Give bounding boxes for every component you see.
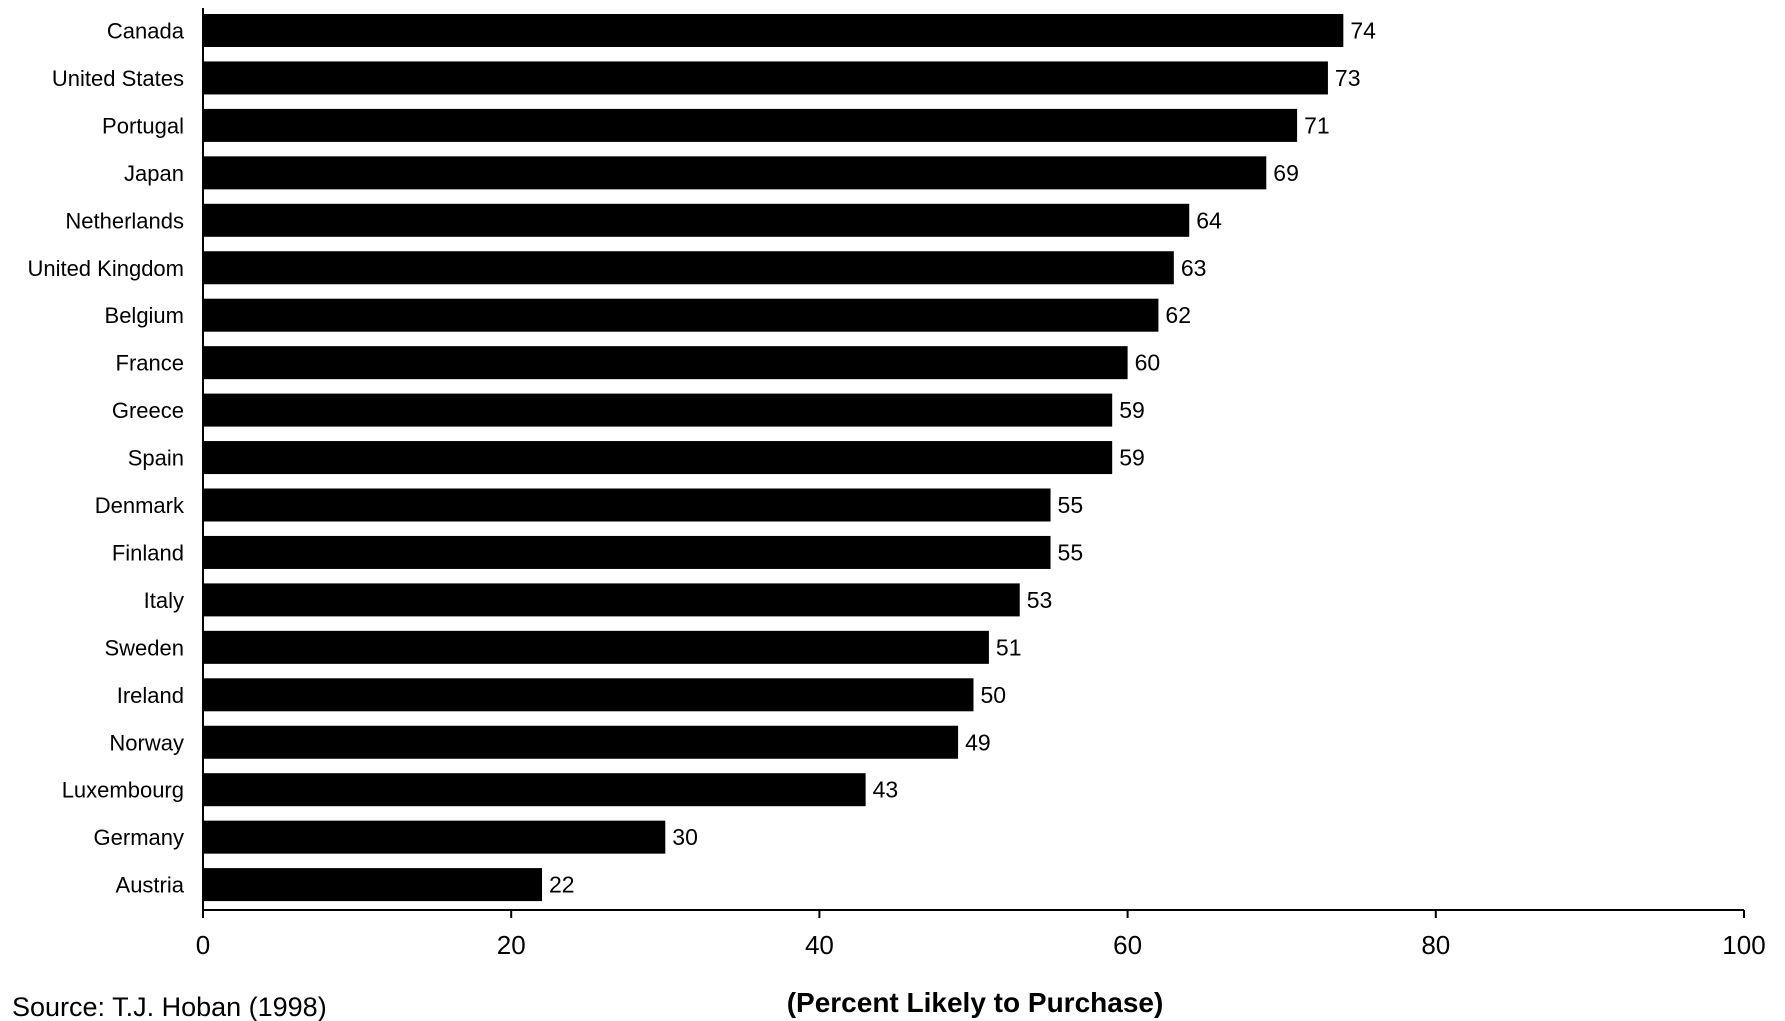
bar-germany [203, 820, 666, 854]
x-tick-label: 60 [1113, 930, 1142, 960]
bar-norway [203, 725, 959, 759]
value-label: 71 [1304, 112, 1330, 138]
value-label: 30 [672, 824, 698, 850]
value-label: 63 [1181, 255, 1207, 281]
category-label: Finland [112, 540, 184, 565]
category-label: United States [52, 66, 184, 91]
value-label: 59 [1119, 397, 1145, 423]
value-label: 60 [1135, 350, 1161, 376]
category-label: Greece [112, 398, 184, 423]
bar-belgium [203, 298, 1159, 332]
x-tick-label: 0 [196, 930, 210, 960]
x-axis-ticks: 0 20 40 60 80 100 [196, 910, 1766, 960]
bar-portugal [203, 108, 1298, 142]
value-label: 74 [1350, 18, 1376, 44]
category-label: Portugal [102, 113, 184, 138]
value-label: 43 [873, 777, 899, 803]
x-tick-label: 20 [497, 930, 526, 960]
value-label: 73 [1335, 65, 1361, 91]
category-label: Japan [124, 161, 184, 186]
bar-netherlands [203, 203, 1190, 237]
category-label: Luxembourg [62, 778, 184, 803]
value-label: 59 [1119, 445, 1145, 471]
value-label: 22 [549, 872, 575, 898]
category-label: United Kingdom [27, 256, 184, 281]
category-label: Sweden [104, 635, 184, 660]
bar-luxembourg [203, 773, 866, 807]
x-axis-label: (Percent Likely to Purchase) [787, 987, 1164, 1018]
bar-france [203, 346, 1128, 380]
category-label: Spain [128, 446, 184, 471]
value-label: 55 [1058, 539, 1084, 565]
value-label: 69 [1273, 160, 1299, 186]
value-label: 51 [996, 634, 1022, 660]
value-label: 62 [1165, 302, 1191, 328]
x-tick-label: 40 [805, 930, 834, 960]
bar-denmark [203, 488, 1051, 522]
x-tick-label: 100 [1722, 930, 1765, 960]
bar-austria [203, 868, 543, 902]
value-label: 53 [1027, 587, 1053, 613]
value-label: 55 [1058, 492, 1084, 518]
category-label: Ireland [117, 683, 184, 708]
category-label: Belgium [105, 303, 184, 328]
bar-united-kingdom [203, 251, 1174, 285]
x-tick-label: 80 [1421, 930, 1450, 960]
bar-greece [203, 393, 1113, 427]
bar-ireland [203, 678, 974, 712]
category-label: Italy [144, 588, 184, 613]
category-labels: Canada United States Portugal Japan Netherla… [27, 19, 185, 898]
bar-sweden [203, 630, 989, 664]
bar-finland [203, 535, 1051, 569]
bar-italy [203, 583, 1020, 617]
value-label: 49 [965, 729, 991, 755]
category-label: Canada [107, 19, 185, 44]
bar-japan [203, 156, 1267, 190]
category-label: Austria [116, 873, 185, 898]
category-label: Netherlands [65, 208, 184, 233]
category-label: Germany [94, 825, 184, 850]
category-label: Norway [109, 730, 184, 755]
category-label: Denmark [95, 493, 185, 518]
value-label: 50 [981, 682, 1007, 708]
source-note: Source: T.J. Hoban (1998) [12, 992, 327, 1021]
bar-spain [203, 441, 1113, 475]
bar-united-states [203, 61, 1328, 95]
bar-canada [203, 14, 1344, 47]
value-label: 64 [1196, 207, 1222, 233]
category-label: France [116, 351, 184, 376]
bars-group [203, 14, 1344, 902]
